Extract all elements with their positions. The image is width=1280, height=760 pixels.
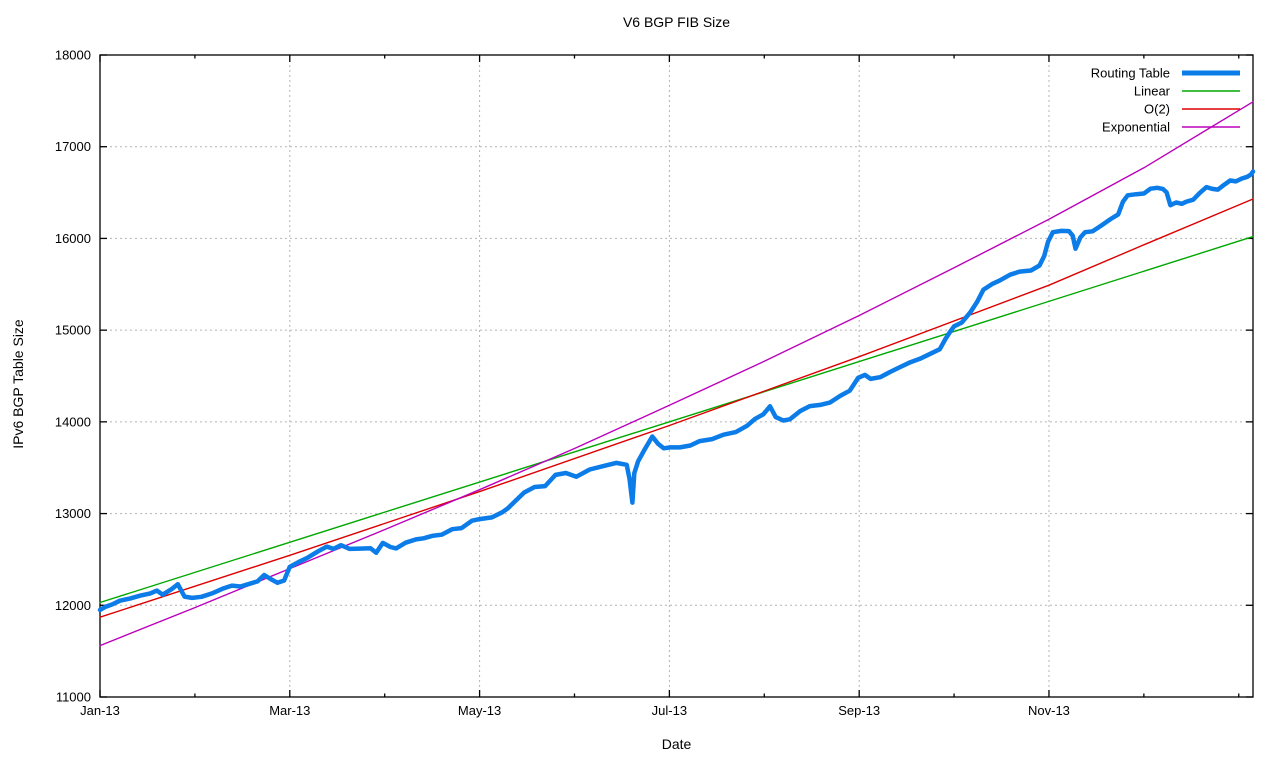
x-tick-label: May-13: [458, 703, 501, 718]
x-tick-label: Sep-13: [838, 703, 880, 718]
chart-title: V6 BGP FIB Size: [622, 14, 731, 30]
x-tick-label: Mar-13: [269, 703, 310, 718]
y-tick-label: 18000: [55, 48, 91, 63]
x-tick-label: Nov-13: [1028, 703, 1070, 718]
legend-label: Routing Table: [1091, 66, 1170, 81]
y-tick-label: 16000: [55, 231, 91, 246]
series-o-2-: [99, 198, 1254, 618]
y-tick-label: 11000: [56, 690, 91, 705]
legend-label: Linear: [1134, 84, 1171, 99]
axis-ticks: [99, 54, 1253, 698]
series-exponential: [99, 101, 1254, 647]
legend: Routing Table Linear O(2) Exponential: [1091, 66, 1240, 135]
legend-label: O(2): [1144, 102, 1170, 117]
grid-lines: [100, 55, 1253, 697]
y-tick-label: 15000: [55, 323, 91, 338]
series-routing-table: [97, 169, 1256, 613]
y-tick-label: 12000: [55, 598, 91, 613]
x-axis-title: Date: [661, 736, 692, 752]
y-tick-label: 13000: [55, 506, 91, 521]
plot-border: [99, 54, 1254, 698]
x-tick-label: Jan-13: [80, 703, 120, 718]
y-tick-label: 17000: [55, 139, 91, 154]
y-axis-title: IPv6 BGP Table Size: [10, 319, 26, 449]
tick-labels: 11000 12000 13000 14000 15000 16000 17000 18000…: [55, 48, 1070, 719]
y-tick-label: 14000: [55, 414, 91, 429]
x-tick-label: Jul-13: [652, 703, 687, 718]
legend-label: Exponential: [1102, 120, 1170, 135]
series-linear: [99, 235, 1254, 604]
